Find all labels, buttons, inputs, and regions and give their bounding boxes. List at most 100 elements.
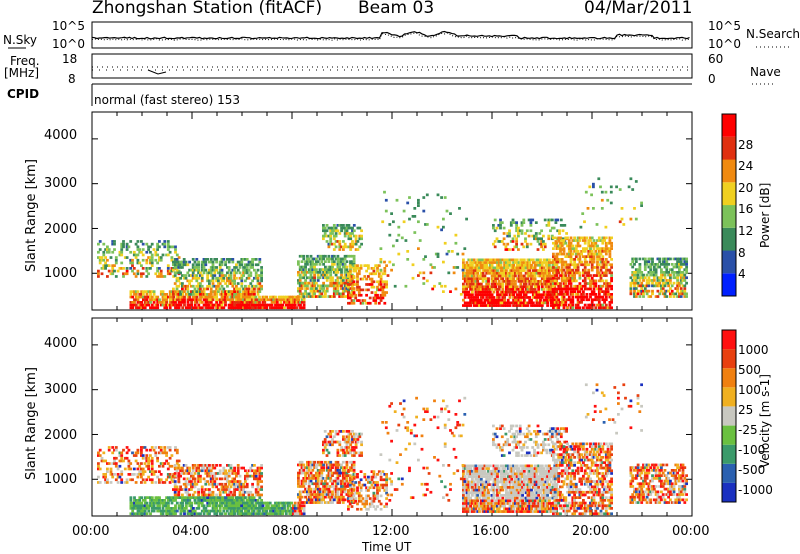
nsky-exp-high: 10^5 (52, 19, 85, 33)
scatter-cell (569, 293, 573, 296)
scatter-cell (576, 268, 580, 272)
scatter-cell (200, 464, 204, 467)
scatter-cell (531, 304, 535, 307)
scatter-cell (136, 261, 140, 265)
scatter-cell (472, 271, 476, 275)
scatter-cell (229, 504, 233, 508)
scatter-cell (122, 245, 125, 249)
scatter-cell (374, 301, 378, 305)
scatter-cell (681, 271, 685, 274)
scatter-cell (245, 301, 249, 304)
scatter-cell (304, 263, 307, 266)
scatter-cell (670, 292, 674, 296)
scatter-cell (114, 448, 118, 452)
scatter-cell (175, 258, 179, 261)
scatter-cell (322, 263, 325, 266)
scatter-cell (338, 242, 342, 246)
scatter-cell (125, 446, 129, 449)
scatter-cell (277, 303, 281, 307)
scatter-cell (379, 260, 383, 264)
scatter-cell (567, 250, 571, 253)
scatter-cell (131, 258, 134, 262)
scatter-cell (515, 258, 519, 262)
scatter-cell (465, 287, 468, 291)
scatter-cell (583, 266, 587, 269)
scatter-cell (206, 512, 210, 516)
scatter-cell (483, 274, 487, 278)
scatter-cell (601, 306, 605, 310)
scatter-cell (233, 480, 236, 483)
scatter-cell (163, 240, 167, 243)
scatter-cell (629, 177, 633, 181)
scatter-cell (553, 244, 557, 248)
scatter-cell (679, 257, 683, 261)
scatter-cell (354, 240, 358, 243)
scatter-cell (104, 261, 107, 265)
scatter-cell (352, 280, 356, 284)
scatter-cell (610, 276, 613, 280)
scatter-cell (245, 287, 249, 291)
scatter-cell (229, 293, 233, 296)
scatter-cell (191, 464, 195, 467)
scatter-cell (597, 298, 601, 302)
scatter-cell (97, 475, 100, 479)
scatter-cell (562, 250, 566, 253)
scatter-cell (240, 512, 243, 516)
scatter-cell (220, 293, 224, 296)
scatter-cell (467, 280, 471, 283)
scatter-cell (557, 303, 561, 307)
scatter-cell (478, 277, 481, 280)
scatter-cell (238, 276, 242, 280)
scatter-cell (548, 282, 551, 286)
scatter-cell (610, 293, 613, 296)
scatter-cell (174, 499, 177, 502)
scatter-cell (197, 290, 201, 293)
scatter-cell (258, 282, 262, 285)
scatter-cell (254, 298, 258, 302)
scatter-cell (501, 296, 505, 299)
scatter-cell (587, 255, 591, 258)
scatter-cell (256, 303, 260, 307)
scatter-cell (202, 477, 206, 481)
scatter-cell (250, 512, 254, 516)
scatter-cell (601, 279, 605, 283)
scatter-cell (490, 271, 494, 275)
scatter-cell (642, 279, 645, 282)
scatter-cell (360, 242, 363, 246)
scatter-cell (574, 252, 578, 256)
scatter-cell (647, 260, 651, 263)
scatter-cell (342, 226, 345, 230)
scatter-cell (141, 272, 145, 276)
scatter-cell (191, 466, 195, 470)
scatter-cell (206, 287, 209, 291)
scatter-cell (603, 260, 606, 264)
scatter-cell (136, 306, 140, 310)
scatter-cell (465, 261, 469, 264)
scatter-cell (557, 258, 561, 261)
scatter-cell (530, 263, 533, 267)
scatter-cell (309, 263, 313, 266)
scatter-cell (195, 258, 199, 261)
scatter-cell (240, 298, 243, 302)
scatter-cell (193, 512, 197, 516)
scatter-cell (462, 263, 465, 267)
scatter-cell (195, 266, 199, 269)
scatter-cell (604, 236, 608, 240)
scatter-cell (227, 279, 231, 283)
scatter-cell (555, 241, 559, 245)
scatter-cell (245, 263, 249, 267)
scatter-cell (97, 269, 100, 273)
scatter-cell (175, 509, 179, 513)
scatter-cell (517, 296, 521, 299)
scatter-cell (211, 263, 215, 267)
scatter-cell (150, 467, 154, 471)
scatter-cell (145, 290, 149, 293)
scatter-cell (471, 293, 474, 297)
scatter-cell (474, 288, 478, 291)
scatter-cell (302, 276, 306, 280)
scatter-cell (193, 293, 197, 296)
scatter-cell (170, 267, 174, 270)
scatter-cell (158, 258, 161, 262)
scatter-cell (177, 295, 181, 299)
scatter-cell (206, 293, 209, 296)
